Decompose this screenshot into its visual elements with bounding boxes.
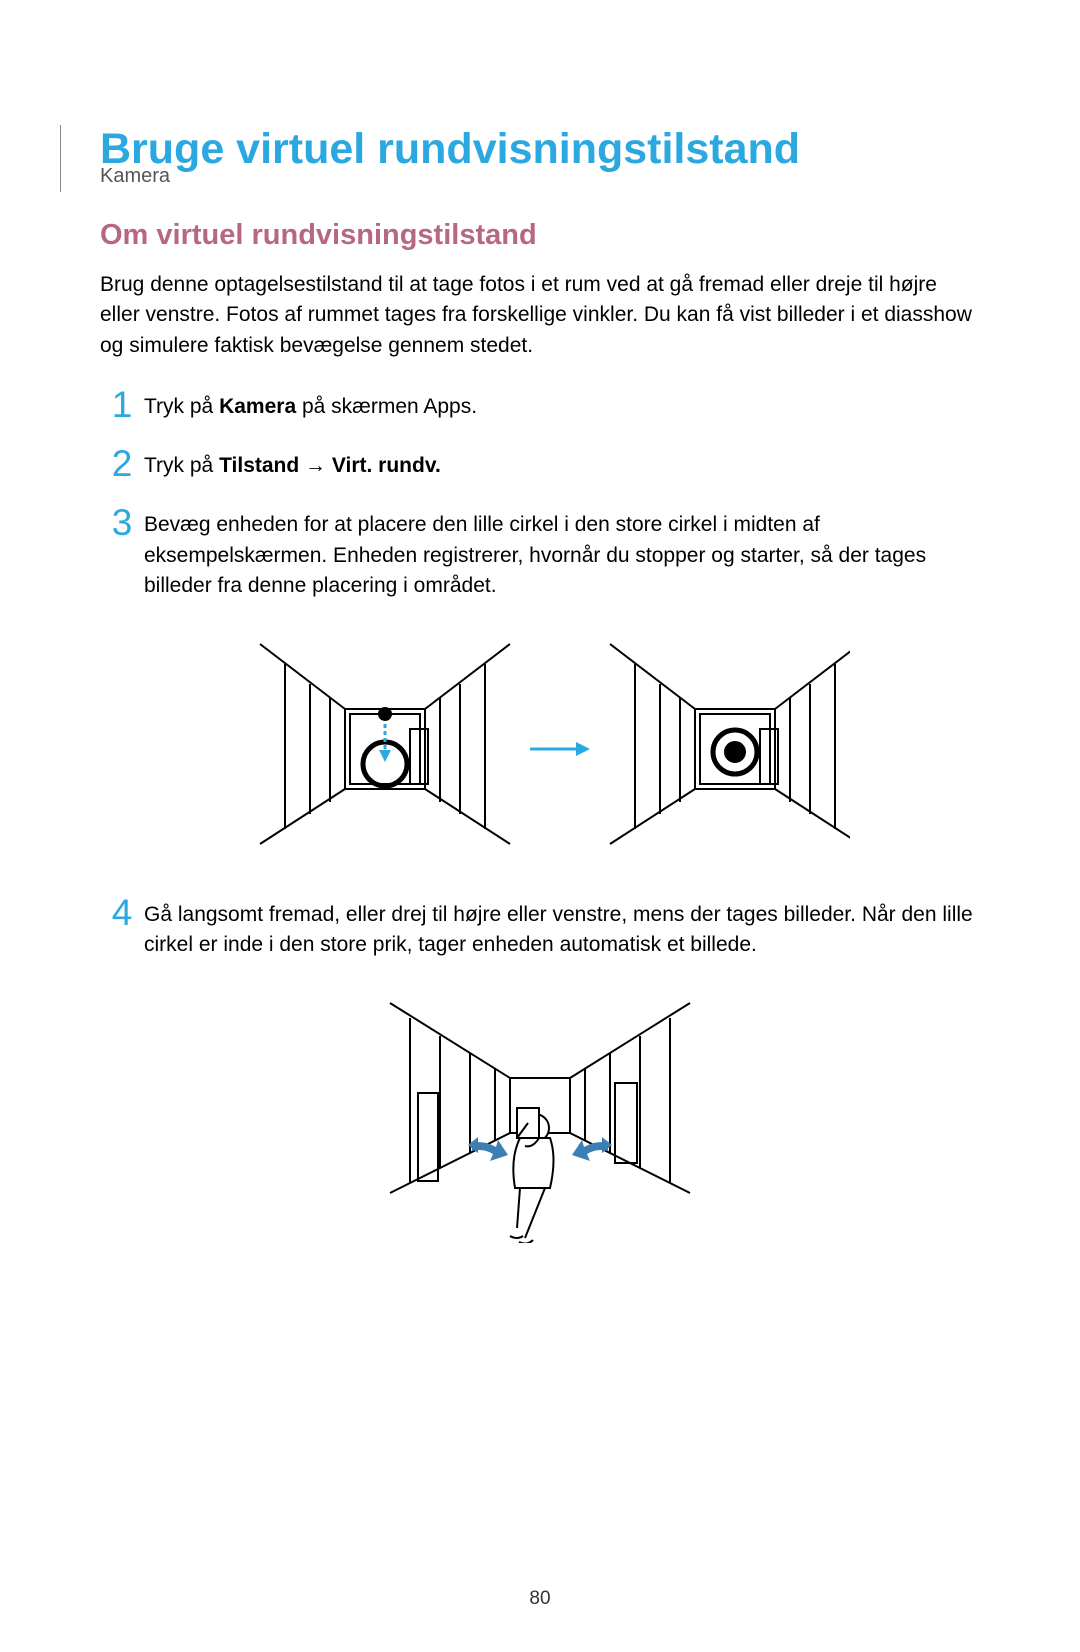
step-3: 3 Bevæg enheden for at placere den lille… <box>100 504 980 601</box>
section-title: Om virtuel rundvisningstilstand <box>100 219 980 252</box>
step-number: 4 <box>100 894 144 931</box>
step-text: Bevæg enheden for at placere den lille c… <box>144 504 980 601</box>
step-text: Tryk på Tilstand → Virt. rundv. <box>144 445 441 481</box>
step-number: 2 <box>100 445 144 482</box>
turn-left-arrow-icon <box>468 1137 508 1161</box>
turn-right-arrow-icon <box>572 1137 612 1161</box>
step-4: 4 Gå langsomt fremad, eller drej til høj… <box>100 894 980 961</box>
steps-list: 1 Tryk på Kamera på skærmen Apps. 2 Tryk… <box>100 386 980 1242</box>
step-2: 2 Tryk på Tilstand → Virt. rundv. <box>100 445 980 482</box>
step-number: 1 <box>100 386 144 423</box>
illustration-2 <box>100 983 980 1243</box>
page-number: 80 <box>529 1588 550 1610</box>
step-text: Tryk på Kamera på skærmen Apps. <box>144 386 477 422</box>
step-number: 3 <box>100 504 144 541</box>
left-margin-rule <box>60 125 61 192</box>
breadcrumb: Kamera <box>100 165 170 188</box>
illustration-1 <box>100 624 980 864</box>
step-text: Gå langsomt fremad, eller drej til højre… <box>144 894 980 961</box>
step-1: 1 Tryk på Kamera på skærmen Apps. <box>100 386 980 423</box>
page-title: Bruge virtuel rundvisningstilstand <box>100 125 980 174</box>
corridor-align-illustration <box>230 624 850 864</box>
intro-paragraph: Brug denne optagelsestilstand til at tag… <box>100 270 980 361</box>
arrow-right-icon <box>530 742 590 756</box>
corridor-person-illustration <box>360 983 720 1243</box>
